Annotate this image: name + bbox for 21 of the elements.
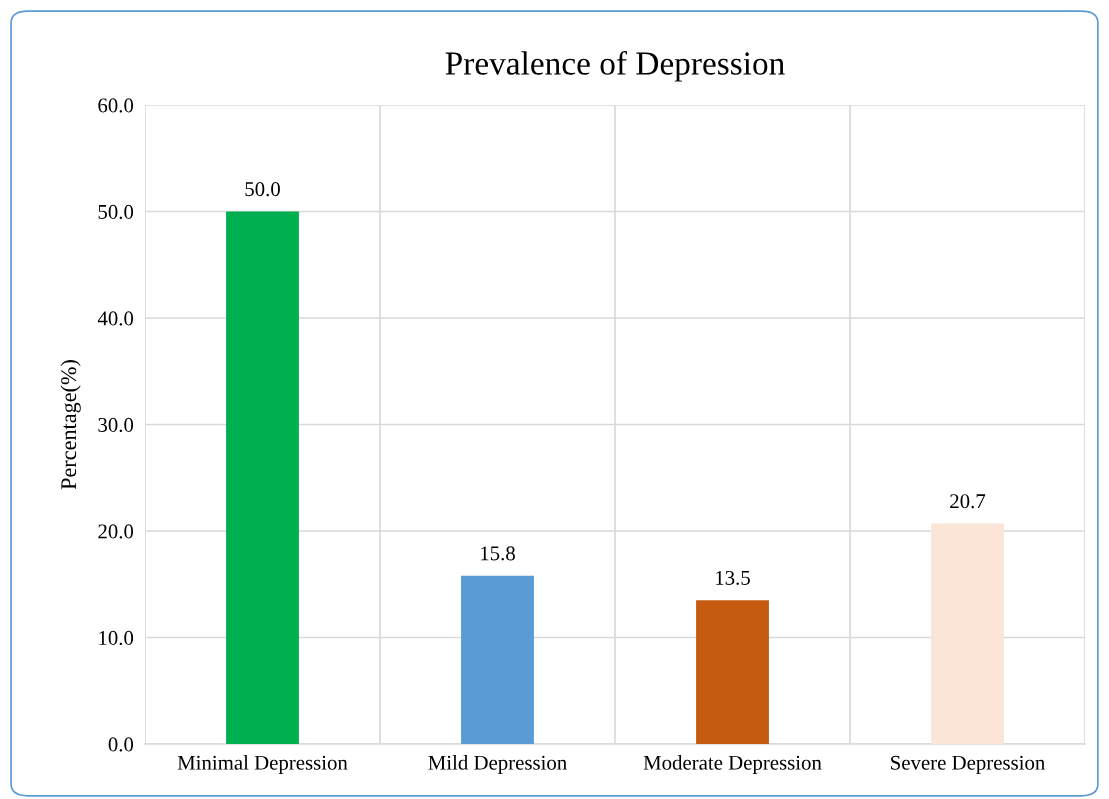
y-tick-label: 30.0 [98,417,134,433]
x-tick-label: Severe Depression [891,755,1045,774]
y-tick-label: 40.0 [97,311,134,326]
data-label: 50.0 [245,182,280,197]
y-tick-label: 0.0 [108,737,134,752]
y-tick-label: 10.0 [99,630,134,646]
data-label: 20.7 [950,494,986,509]
bar [226,211,299,744]
y-tick-label: 20.0 [98,524,134,539]
x-tick-label: Mild Depression [428,755,567,774]
x-tick-label: Minimal Depression [177,755,348,774]
bar [931,523,1004,744]
x-tick-label: Moderate Depression [643,755,822,774]
bar [461,575,534,744]
bar [696,600,769,744]
y-axis-title: Percentage(%) [60,360,81,490]
data-label: 13.5 [716,570,750,585]
data-label: 15.8 [481,546,515,561]
y-tick-label: 50.0 [98,204,134,220]
chart-title: Prevalence of Depression [445,50,785,82]
y-tick-label: 60.0 [98,98,134,113]
